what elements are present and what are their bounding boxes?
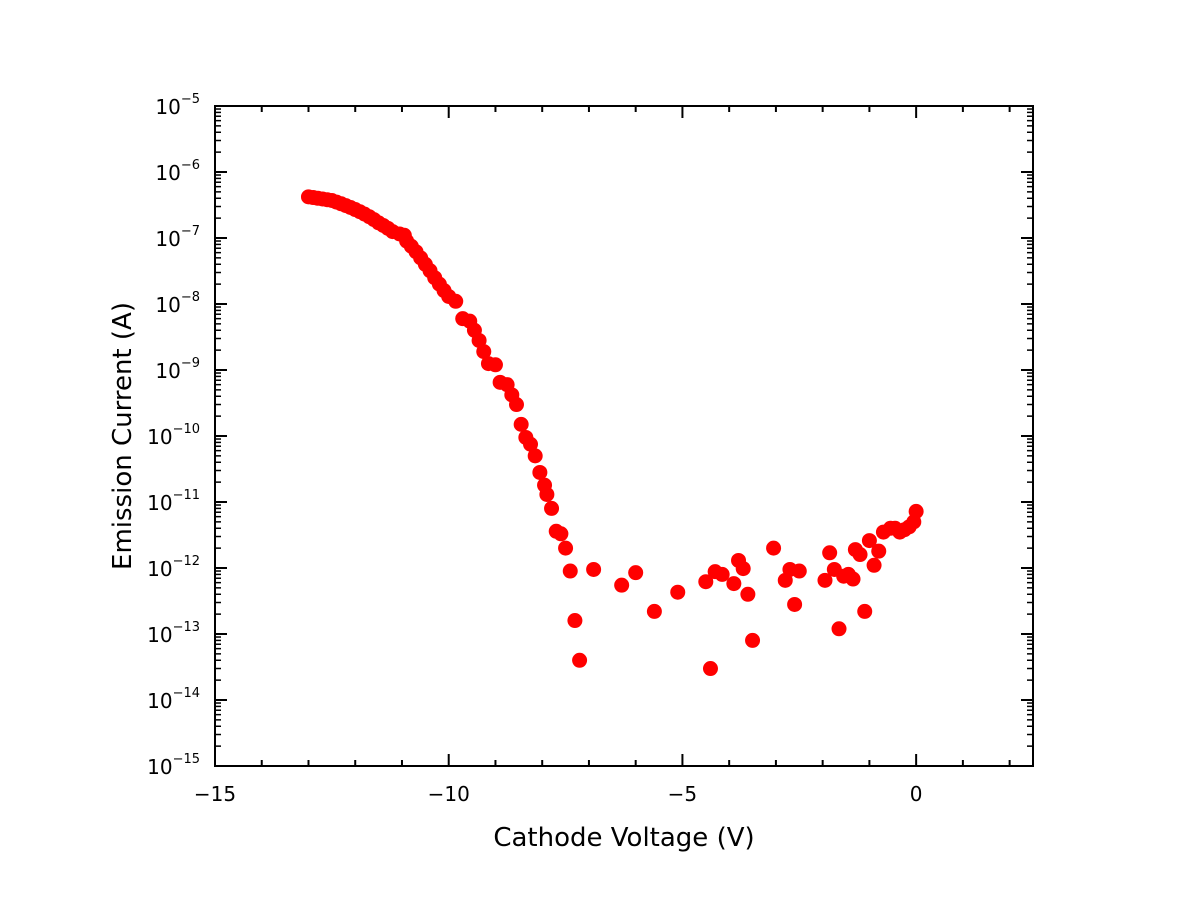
data-point (857, 603, 873, 619)
x-tick-label: −15 (194, 782, 236, 806)
data-point (628, 565, 644, 581)
data-point (558, 540, 574, 556)
data-point (448, 293, 464, 309)
y-tick-label: 10−9 (155, 356, 200, 383)
x-axis-title: Cathode Voltage (V) (493, 823, 754, 853)
data-point (735, 561, 751, 577)
y-tick-label: 10−12 (147, 554, 200, 581)
data-point (831, 621, 847, 637)
data-point (698, 574, 714, 590)
data-point (822, 545, 838, 561)
data-point (866, 557, 882, 573)
y-tick-label: 10−10 (147, 422, 200, 449)
data-point (817, 572, 833, 588)
data-point (614, 577, 630, 593)
data-point (702, 661, 718, 677)
data-point (740, 586, 756, 602)
y-tick-label: 10−15 (147, 752, 200, 779)
y-tick-label: 10−13 (147, 620, 200, 647)
data-point (852, 547, 868, 563)
plot-frame (214, 105, 1034, 767)
x-tick-label: −10 (428, 782, 470, 806)
data-point (513, 416, 529, 432)
data-point (845, 571, 861, 587)
data-point (553, 526, 569, 542)
data-point (487, 357, 503, 373)
data-point (670, 584, 686, 600)
data-point (586, 561, 602, 577)
data-point (787, 596, 803, 612)
data-point (766, 540, 782, 556)
data-point (861, 533, 877, 549)
data-point (646, 603, 662, 619)
y-tick-label: 10−7 (155, 224, 200, 251)
data-point (572, 652, 588, 668)
data-point (544, 500, 560, 516)
x-tick-label: −5 (668, 782, 697, 806)
data-point (527, 448, 543, 464)
data-point (539, 486, 555, 502)
data-point (523, 436, 539, 452)
data-points (300, 189, 924, 677)
data-point (714, 566, 730, 582)
data-point (562, 563, 578, 579)
data-point (791, 563, 807, 579)
y-tick-label: 10−6 (155, 158, 200, 185)
data-point (871, 543, 887, 559)
y-tick-label: 10−5 (155, 92, 200, 119)
data-point (532, 464, 548, 480)
data-point (908, 503, 924, 519)
x-tick-label: 0 (910, 782, 923, 806)
tick-labels: −15 −10 −5 0 10−15 10−14 10−13 10−12 10−11 10−10 1… (147, 92, 922, 806)
y-axis-title: Emission Current (A) (108, 302, 138, 570)
data-point (567, 613, 583, 629)
data-point (745, 632, 761, 648)
data-point (508, 397, 524, 413)
data-point (726, 576, 742, 592)
y-tick-label: 10−11 (147, 488, 200, 515)
y-tick-label: 10−14 (147, 686, 200, 713)
data-point (476, 344, 492, 360)
y-tick-label: 10−8 (155, 290, 200, 317)
